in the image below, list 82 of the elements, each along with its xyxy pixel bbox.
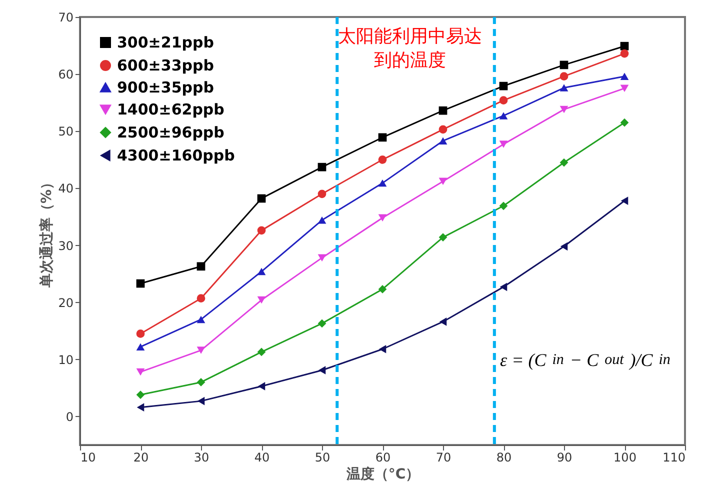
point bbox=[257, 296, 266, 304]
point bbox=[196, 316, 206, 324]
point bbox=[257, 226, 266, 235]
point bbox=[620, 118, 629, 127]
point bbox=[136, 403, 144, 412]
point bbox=[136, 343, 145, 350]
point bbox=[560, 158, 568, 167]
point bbox=[318, 162, 326, 172]
x-axis-title: 温度（°C） bbox=[345, 466, 420, 482]
point bbox=[136, 330, 145, 338]
point bbox=[378, 285, 387, 294]
point bbox=[560, 242, 568, 251]
y-tick-label: 30 bbox=[58, 238, 74, 253]
x-tick-label: 80 bbox=[496, 450, 512, 464]
point bbox=[500, 282, 508, 292]
point bbox=[620, 84, 629, 92]
y-tick-label: 20 bbox=[58, 296, 74, 310]
y-tick-label: 0 bbox=[66, 410, 74, 424]
point bbox=[318, 366, 326, 374]
point bbox=[438, 137, 448, 144]
x-tick-label: 50 bbox=[314, 450, 330, 464]
point bbox=[378, 344, 386, 354]
point bbox=[197, 396, 205, 406]
point bbox=[439, 318, 447, 326]
annotation: 太阳能利用中易达到的温度 bbox=[337, 25, 483, 73]
point bbox=[196, 346, 206, 354]
point bbox=[378, 133, 387, 142]
point bbox=[196, 294, 206, 303]
y-tick-label: 40 bbox=[58, 182, 74, 196]
point bbox=[257, 348, 266, 356]
y-tick-label: 60 bbox=[58, 68, 74, 82]
y-tick-label: 10 bbox=[58, 352, 74, 367]
point bbox=[258, 382, 266, 390]
x-tick-label: 30 bbox=[194, 450, 210, 464]
point bbox=[257, 268, 266, 276]
point bbox=[560, 106, 568, 114]
legend-label: 2500±96ppb bbox=[117, 124, 225, 142]
point bbox=[499, 82, 508, 90]
point bbox=[499, 140, 508, 148]
point bbox=[378, 214, 387, 222]
point bbox=[438, 125, 448, 134]
point bbox=[499, 112, 508, 120]
point bbox=[318, 216, 326, 224]
point bbox=[620, 72, 629, 80]
point bbox=[438, 178, 448, 185]
point bbox=[560, 60, 568, 70]
legend-label: 900±35ppb bbox=[117, 78, 214, 96]
legend-label: 600±33ppb bbox=[117, 56, 214, 74]
point bbox=[620, 42, 629, 50]
x-tick-label: 10 bbox=[80, 450, 96, 464]
x-tick-label: 20 bbox=[133, 450, 149, 464]
legend-label: 4300±160ppb bbox=[117, 146, 236, 164]
y-tick-label: 50 bbox=[58, 124, 74, 139]
x-tick-label: 100 bbox=[614, 450, 636, 464]
point bbox=[196, 378, 206, 386]
point bbox=[499, 202, 508, 210]
legend-label: 1400±62ppb bbox=[117, 100, 225, 118]
point bbox=[560, 84, 568, 92]
point bbox=[438, 233, 448, 242]
point bbox=[136, 390, 145, 399]
point bbox=[136, 279, 145, 288]
x-tick-label: 70 bbox=[436, 450, 452, 464]
point bbox=[560, 72, 568, 81]
point bbox=[438, 106, 448, 115]
point bbox=[257, 194, 266, 203]
point bbox=[620, 49, 629, 58]
point bbox=[620, 196, 628, 205]
x-tick-label: 90 bbox=[556, 450, 572, 464]
x-tick-label: 60 bbox=[375, 450, 391, 464]
point bbox=[318, 319, 326, 328]
point bbox=[378, 179, 387, 187]
point bbox=[196, 262, 206, 271]
point bbox=[378, 155, 387, 164]
x-tick-label: 40 bbox=[254, 450, 270, 464]
y-axis-title: 单次通过率（%） bbox=[38, 175, 56, 289]
y-tick-label: 70 bbox=[58, 10, 74, 24]
point bbox=[318, 190, 326, 198]
point bbox=[499, 96, 508, 104]
point bbox=[136, 368, 145, 376]
x-tick-label: 110 bbox=[662, 450, 686, 464]
point bbox=[318, 254, 326, 262]
legend-label: 300±21ppb bbox=[117, 34, 214, 52]
